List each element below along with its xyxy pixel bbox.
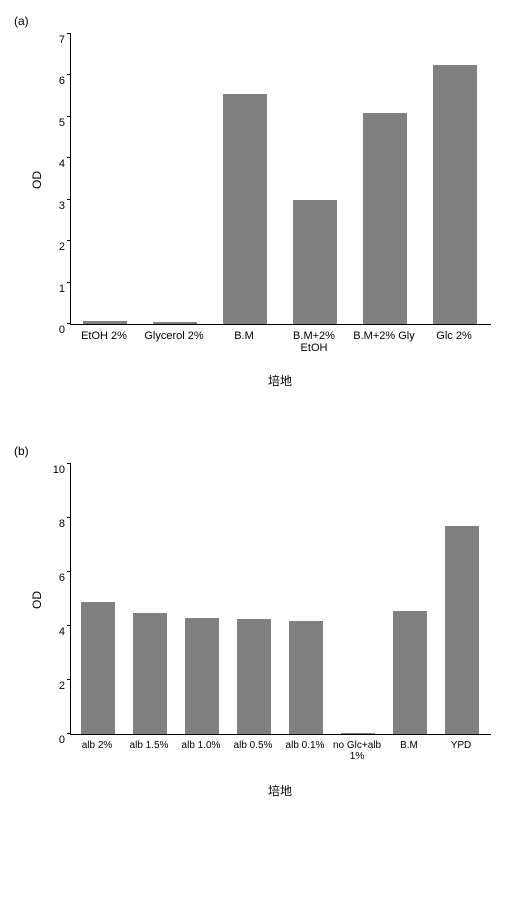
chart-b-ytick-mark: [67, 733, 71, 734]
chart-a-bar: [223, 94, 267, 324]
chart-b-bar: [341, 733, 375, 734]
chart-a-ytick: 4: [41, 158, 65, 170]
chart-b: 0246810ODalb 2%alb 1.5%alb 1.0%alb 0.5%a…: [10, 460, 510, 820]
chart-a-ytick-mark: [67, 157, 71, 158]
chart-a-ytick: 3: [41, 200, 65, 212]
chart-b-xlabel: alb 0.1%: [279, 740, 331, 751]
chart-a-ytick-mark: [67, 74, 71, 75]
chart-b-xlabel: alb 0.5%: [227, 740, 279, 751]
chart-a-ytick: 0: [41, 324, 65, 336]
chart-b-ytick-mark: [67, 571, 71, 572]
chart-b-xlabel: alb 2%: [71, 740, 123, 751]
chart-b-bar: [185, 618, 219, 734]
chart-a-xlabel: B.M: [209, 330, 279, 342]
chart-b-xlabel: alb 1.0%: [175, 740, 227, 751]
chart-a-ytick-mark: [67, 282, 71, 283]
chart-b-ytick-mark: [67, 625, 71, 626]
chart-a-ytick: 7: [41, 34, 65, 46]
chart-a-xtitle: 培地: [70, 372, 490, 389]
chart-b-ytick: 6: [41, 572, 65, 584]
chart-a-xlabel: Glc 2%: [419, 330, 489, 342]
chart-b-ytick: 4: [41, 626, 65, 638]
chart-b-xlabel: no Glc+alb 1%: [331, 740, 383, 762]
chart-b-ytick: 8: [41, 518, 65, 530]
chart-b-bar: [393, 611, 427, 734]
chart-a-xlabel: B.M+2% Gly: [349, 330, 419, 342]
chart-a-ytick: 2: [41, 241, 65, 253]
chart-a-ytick-mark: [67, 116, 71, 117]
chart-b-xtitle: 培地: [70, 782, 490, 799]
chart-b-ytick: 10: [41, 464, 65, 476]
chart-b-ytick: 0: [41, 734, 65, 746]
chart-b-xlabel: alb 1.5%: [123, 740, 175, 751]
chart-a-bar: [433, 65, 477, 324]
chart-a-xlabel: B.M+2% EtOH: [279, 330, 349, 354]
chart-a-ytick: 1: [41, 283, 65, 295]
chart-a-xlabel: EtOH 2%: [69, 330, 139, 342]
chart-b-bar: [445, 526, 479, 734]
chart-b-ytick: 2: [41, 680, 65, 692]
chart-b-ytick-mark: [67, 679, 71, 680]
chart-a: 01234567ODEtOH 2%Glycerol 2%B.MB.M+2% Et…: [10, 30, 510, 400]
chart-b-bar: [237, 619, 271, 734]
chart-b-bar: [289, 621, 323, 734]
chart-b-xlabel: YPD: [435, 740, 487, 751]
chart-a-ytick-mark: [67, 323, 71, 324]
panel-b-label: (b): [14, 444, 510, 458]
chart-a-xlabel: Glycerol 2%: [139, 330, 209, 342]
chart-a-bar: [83, 321, 127, 324]
chart-b-ytick-mark: [67, 517, 71, 518]
chart-a-bar: [293, 200, 337, 324]
chart-b-ylabel: OD: [30, 591, 44, 609]
panel-a-label: (a): [14, 14, 510, 28]
chart-b-bar: [81, 602, 115, 734]
chart-a-plot-area: 01234567: [70, 34, 491, 325]
chart-a-ytick-mark: [67, 199, 71, 200]
chart-b-bar: [133, 613, 167, 735]
chart-a-ytick-mark: [67, 240, 71, 241]
chart-a-ytick: 5: [41, 117, 65, 129]
chart-b-ytick-mark: [67, 463, 71, 464]
chart-a-ytick: 6: [41, 75, 65, 87]
chart-a-bar: [153, 322, 197, 324]
chart-b-plot-area: 0246810: [70, 464, 491, 735]
chart-a-ylabel: OD: [30, 171, 44, 189]
chart-a-ytick-mark: [67, 33, 71, 34]
chart-b-xlabel: B.M: [383, 740, 435, 751]
chart-a-bar: [363, 113, 407, 324]
